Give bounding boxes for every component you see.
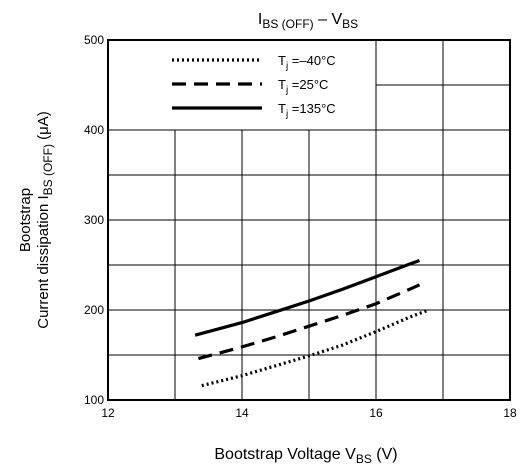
y-tick-label: 500 [84, 33, 104, 47]
series-line-dotted [201, 309, 427, 388]
y-tick-label: 400 [84, 123, 104, 137]
y-tick-label: 300 [84, 213, 104, 227]
x-label-text: Bootstrap Voltage [214, 446, 340, 463]
y-tick-label: 100 [84, 393, 104, 407]
series-line-dashed [197, 283, 421, 361]
y-label-text: Current dissipation [35, 204, 52, 329]
y-tick-label: 200 [84, 303, 104, 317]
x-tick-label: 14 [235, 406, 249, 420]
y-label-unit: (μA) [35, 111, 52, 140]
x-label-sym: V [345, 446, 356, 463]
plot-area: 12 14 16 18 100 200 300 400 500 Tj =–40°C Tj =25°C… [84, 33, 517, 420]
legend-label: Tj =135°C [278, 101, 336, 120]
title-dash: – [314, 11, 332, 28]
x-tick-label: 18 [503, 406, 517, 420]
y-label-sub: BS (OFF) [41, 144, 55, 195]
plot-frame [107, 39, 511, 401]
x-tick-label: 12 [101, 406, 115, 420]
series-line-solid [194, 258, 421, 337]
legend-label: Tj =–40°C [278, 53, 336, 72]
y-label-line2: Current dissipation IBS (OFF) (μA) [35, 111, 55, 329]
title-sub2: BS [342, 17, 358, 31]
legend-label: Tj =25°C [278, 77, 328, 96]
x-axis-label: Bootstrap Voltage VBS (V) [214, 446, 397, 466]
y-axis-label: Bootstrap Current dissipation IBS (OFF) … [17, 111, 55, 329]
y-label-sym: I [35, 195, 52, 199]
title-main2: V [331, 11, 342, 28]
x-label-unit: (V) [376, 446, 397, 463]
x-tick-label: 16 [369, 406, 383, 420]
y-label-line1: Bootstrap [17, 188, 34, 252]
title-main: I [258, 11, 262, 28]
title-sub: BS (OFF) [262, 17, 313, 31]
chart-title: IBS (OFF) – VBS [258, 11, 358, 31]
x-label-sub: BS [356, 452, 372, 466]
